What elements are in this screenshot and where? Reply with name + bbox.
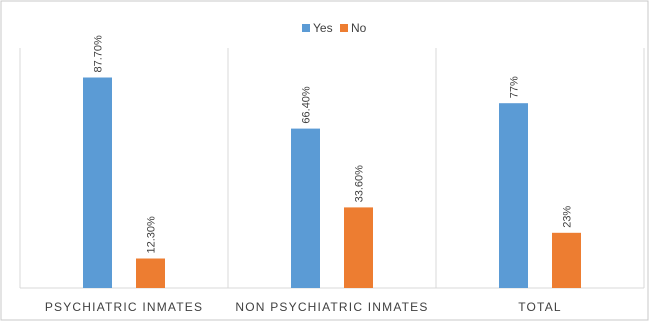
plot-frame bbox=[19, 48, 645, 289]
bar-yes bbox=[291, 128, 320, 288]
legend-swatch-yes bbox=[302, 24, 310, 32]
x-tick-label: NON PSYCHIATRIC INMATES bbox=[235, 300, 428, 314]
bars-group bbox=[83, 77, 581, 288]
x-tick-label: TOTAL bbox=[518, 300, 562, 314]
data-label-yes: 66.40% bbox=[301, 86, 313, 124]
x-axis-labels: PSYCHIATRIC INMATES NON PSYCHIATRIC INMA… bbox=[45, 300, 562, 314]
bar-no bbox=[552, 232, 581, 288]
data-label-no: 12.30% bbox=[146, 216, 158, 254]
x-tick-label: PSYCHIATRIC INMATES bbox=[45, 300, 203, 314]
data-labels-group: 87.70% 12.30% 66.40% 33.60% 77% 23% bbox=[93, 35, 574, 254]
data-label-yes: 87.70% bbox=[93, 35, 105, 73]
legend: Yes No bbox=[302, 21, 367, 35]
data-label-yes: 77% bbox=[509, 76, 521, 98]
bar-no bbox=[344, 207, 373, 288]
bar-yes bbox=[83, 77, 112, 288]
legend-swatch-no bbox=[340, 24, 348, 32]
legend-label-yes: Yes bbox=[313, 21, 333, 35]
legend-label-no: No bbox=[351, 21, 367, 35]
bar-no bbox=[136, 258, 165, 288]
data-label-no: 33.60% bbox=[354, 165, 366, 203]
data-label-no: 23% bbox=[562, 206, 574, 228]
bar-yes bbox=[499, 103, 528, 288]
